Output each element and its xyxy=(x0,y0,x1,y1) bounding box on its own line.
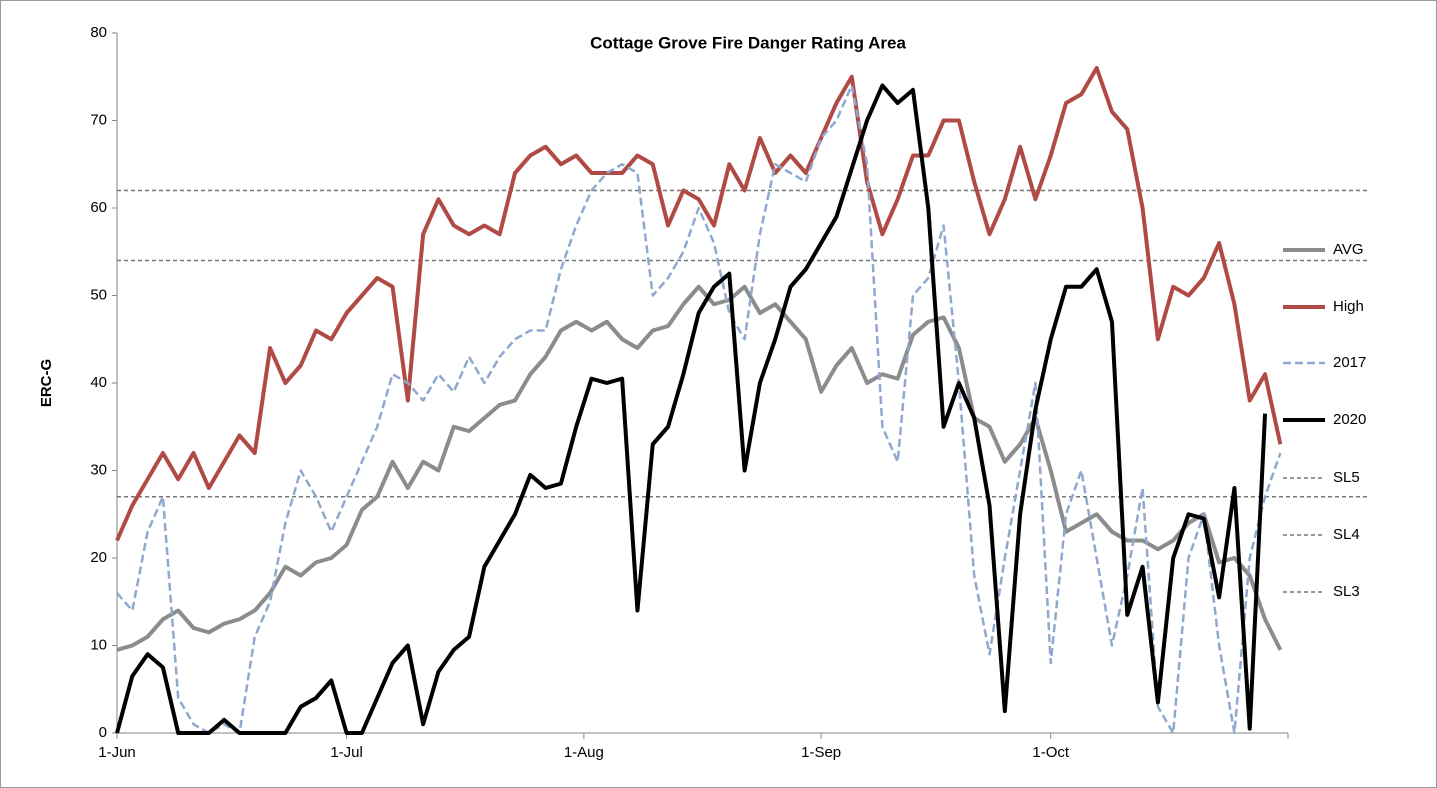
y-tick-label: 10 xyxy=(90,636,107,653)
x-tick-label: 1-Sep xyxy=(801,744,841,761)
series-line xyxy=(116,284,1283,652)
y-tick-label: 50 xyxy=(90,286,107,303)
y-axis-label: ERC-G xyxy=(38,359,55,407)
y-tick-label: 30 xyxy=(90,461,107,478)
x-tick-label: 1-Aug xyxy=(564,744,604,761)
legend-label: SL4 xyxy=(1333,526,1360,543)
y-tick-label: 80 xyxy=(90,24,107,41)
series-line xyxy=(115,83,1268,735)
legend-label: 2017 xyxy=(1333,354,1366,371)
chart-title: Cottage Grove Fire Danger Rating Area xyxy=(590,33,906,52)
legend-label: 2020 xyxy=(1333,411,1366,428)
series-line xyxy=(116,84,1282,735)
x-tick-label: 1-Jun xyxy=(98,744,136,761)
legend-label: High xyxy=(1333,298,1364,315)
y-tick-label: 60 xyxy=(90,199,107,216)
legend-label: SL5 xyxy=(1333,469,1360,486)
legend-label: SL3 xyxy=(1333,583,1360,600)
y-tick-label: 20 xyxy=(90,549,107,566)
y-tick-label: 40 xyxy=(90,374,107,391)
legend-label: AVG xyxy=(1333,241,1364,258)
y-tick-label: 70 xyxy=(90,111,107,128)
x-tick-label: 1-Jul xyxy=(330,744,363,761)
series-line xyxy=(115,66,1283,542)
x-tick-label: 1-Oct xyxy=(1032,744,1070,761)
y-tick-label: 0 xyxy=(99,724,107,741)
